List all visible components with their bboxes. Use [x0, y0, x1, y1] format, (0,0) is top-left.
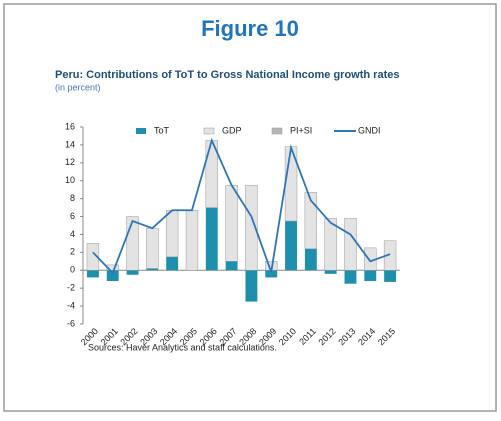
bar-segment — [364, 270, 377, 282]
bar-segment — [126, 270, 139, 275]
y-tick-label: 4 — [70, 229, 75, 239]
bar-segment — [324, 218, 337, 271]
bar-segment — [106, 270, 119, 282]
y-tick-label: 12 — [65, 157, 75, 167]
bar-segment — [165, 210, 179, 258]
bar-segment — [225, 261, 238, 271]
y-tick-label: 14 — [65, 139, 75, 149]
chart-title: Peru: Contributions of ToT to Gross Nati… — [55, 69, 399, 81]
y-tick-label: 6 — [70, 211, 75, 221]
legend-label: PI+SI — [290, 125, 312, 135]
bar-segment — [86, 243, 100, 271]
bar-segment — [344, 218, 357, 271]
bar-segment — [205, 207, 218, 271]
legend-label: ToT — [154, 125, 170, 135]
figure-title: Figure 10 — [201, 16, 299, 41]
bar-segment — [304, 248, 317, 271]
y-tick-label: -6 — [67, 318, 75, 328]
bar-segment — [344, 270, 357, 284]
legend-swatch — [203, 127, 215, 135]
bar-segment — [225, 184, 238, 262]
bar-segment — [185, 210, 199, 271]
y-tick-label: -2 — [67, 283, 75, 293]
bar-segment — [126, 216, 139, 271]
bar-segment — [304, 192, 318, 250]
source-note: Sources: Haver Analytics and staff calcu… — [88, 342, 277, 352]
bar-segment — [285, 221, 297, 271]
y-tick-label: 8 — [70, 193, 75, 203]
bar-segment — [86, 270, 99, 278]
bar-segment — [324, 270, 337, 274]
chart-subtitle: (in percent) — [55, 82, 101, 92]
line-series — [92, 137, 391, 275]
legend-label: GDP — [222, 125, 242, 135]
bar-segment — [265, 270, 278, 278]
bar-segment — [245, 270, 258, 302]
y-tick-label: 10 — [65, 175, 75, 185]
legend-swatch — [271, 127, 283, 135]
legend-swatch — [136, 128, 146, 134]
bar-segment — [146, 268, 159, 271]
bar-segment — [384, 270, 397, 282]
y-tick-label: 0 — [70, 265, 75, 275]
y-tick-label: -4 — [67, 300, 75, 310]
legend-label: GNDI — [358, 125, 381, 135]
y-tick-label: 2 — [70, 247, 75, 257]
bar-segment — [245, 184, 258, 271]
bar-segment — [166, 256, 179, 271]
y-tick-label: 16 — [65, 121, 75, 131]
bar-segment — [146, 227, 159, 269]
